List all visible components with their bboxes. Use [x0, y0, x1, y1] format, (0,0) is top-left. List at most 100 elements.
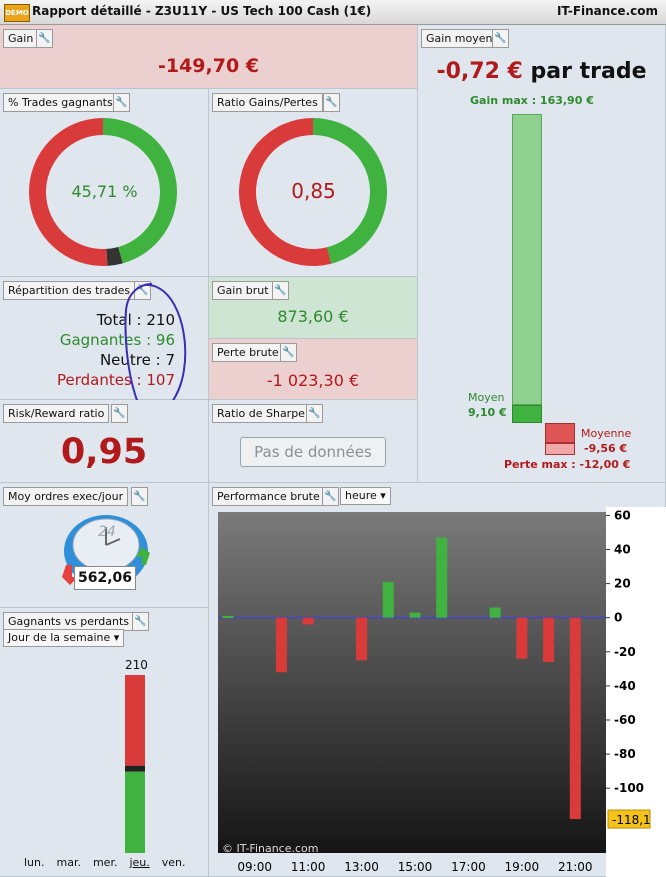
- trades-gagnants-panel: % Trades gagnants 🔧 45,71 %: [0, 89, 209, 277]
- perdantes-count: Perdantes : 107: [56, 371, 175, 389]
- performance-bar[interactable]: [275, 617, 287, 673]
- total-count: Total : 210: [96, 311, 175, 329]
- wrench-icon[interactable]: 🔧: [322, 487, 339, 506]
- timeframe-dropdown[interactable]: heure ▾: [340, 487, 391, 505]
- wrench-icon[interactable]: 🔧: [111, 404, 128, 423]
- gagnants-perdants-total: 210: [125, 658, 148, 672]
- ratio-gains-pertes-value: 0,85: [291, 179, 336, 203]
- timeframe-dropdown-label: heure: [345, 489, 377, 502]
- neutre-count: Neutre : 7: [99, 351, 175, 369]
- day-label[interactable]: mar.: [56, 856, 81, 869]
- donut-loss-segment: [28, 118, 108, 266]
- risk-reward-panel: Risk/Reward ratio 🔧 0,95: [0, 400, 209, 483]
- performance-bar[interactable]: [436, 537, 448, 618]
- trades-gagnants-donut: [28, 118, 177, 266]
- winners-bar: [125, 771, 145, 853]
- wrench-icon[interactable]: 🔧: [280, 343, 297, 362]
- donut-neutral-segment: [106, 246, 123, 266]
- window-titlebar: DEMO Rapport détaillé - Z3U11Y - US Tech…: [0, 0, 666, 25]
- day-label[interactable]: lun.: [24, 856, 45, 869]
- wrench-icon[interactable]: 🔧: [492, 29, 509, 48]
- performance-bar[interactable]: [222, 616, 234, 619]
- gain-brut-label: Gain brut: [212, 281, 274, 300]
- trades-gagnants-label: % Trades gagnants: [3, 93, 118, 112]
- gain-moyen-panel: Gain moyen 🔧 -0,72 € par trade Gain max …: [418, 25, 666, 483]
- y-tick-label: 20: [614, 577, 631, 591]
- trades-gagnants-value: 45,71 %: [71, 182, 138, 201]
- y-tick-label: 60: [614, 508, 631, 522]
- ordres-value: 562,06: [74, 566, 136, 590]
- y-tick-label: -20: [614, 645, 636, 659]
- ratio-gains-pertes-label: Ratio Gains/Pertes: [212, 93, 323, 112]
- risk-reward-value: 0,95: [60, 432, 148, 472]
- perte-max-label: Perte max : -12,00 €: [504, 458, 631, 471]
- wrench-icon[interactable]: 🔧: [113, 93, 130, 112]
- performance-bar[interactable]: [543, 617, 555, 663]
- moyenne-label: Moyenne: [581, 427, 632, 440]
- performance-bar[interactable]: [489, 607, 501, 618]
- repartition-panel: Répartition des trades 🔧 Total : 210 Gag…: [0, 277, 209, 418]
- wrench-icon[interactable]: 🔧: [132, 612, 149, 631]
- day-label-selected[interactable]: jeu.: [129, 856, 150, 869]
- ratio-gains-pertes-panel: Ratio Gains/Pertes 🔧 0,85: [209, 89, 418, 277]
- wrench-icon[interactable]: 🔧: [306, 404, 323, 423]
- gain-moyen-headline: -0,72 € par trade: [418, 59, 665, 84]
- gain-moyen-suffix: par trade: [530, 59, 647, 84]
- x-tick-label: 15:00: [398, 860, 433, 874]
- wrench-icon[interactable]: 🔧: [131, 487, 148, 506]
- moyen-value: 9,10 €: [468, 406, 507, 419]
- x-tick-label: 09:00: [237, 860, 272, 874]
- day-of-week-dropdown[interactable]: Jour de la semaine ▾: [3, 629, 125, 647]
- x-tick-label: 19:00: [505, 860, 540, 874]
- donut-win-segment: [103, 118, 177, 264]
- sharpe-label: Ratio de Sharpe: [212, 404, 310, 423]
- gain-moyen-value: -0,72 €: [436, 59, 523, 84]
- performance-chart: 60 40 20 0 -20 -40 -60 -80 -100 -118,1 09:00 11:00 1…: [218, 507, 666, 877]
- repartition-label: Répartition des trades: [3, 281, 136, 300]
- perte-max-bar: [545, 443, 575, 455]
- y-tick-label: -80: [614, 747, 636, 761]
- gain-value: -149,70 €: [157, 55, 260, 77]
- performance-bar[interactable]: [302, 617, 314, 625]
- chevron-down-icon: ▾: [380, 489, 386, 502]
- moyenne-value: -9,56 €: [584, 442, 628, 455]
- demo-badge: DEMO: [4, 4, 30, 22]
- gain-label: Gain: [3, 29, 39, 48]
- performance-bar[interactable]: [382, 581, 394, 618]
- perte-brute-label: Perte brute: [212, 343, 284, 362]
- wrench-icon[interactable]: 🔧: [323, 93, 340, 112]
- brand-label: IT-Finance.com: [556, 4, 658, 18]
- gain-brut-panel: Gain brut 🔧 873,60 €: [209, 277, 418, 339]
- performance-bar[interactable]: [356, 617, 368, 661]
- y-tick-label: -100: [614, 781, 644, 795]
- gain-moyen-label: Gain moyen: [421, 29, 498, 48]
- wrench-icon[interactable]: 🔧: [272, 281, 289, 300]
- y-tick-label: 40: [614, 543, 631, 557]
- last-value-badge: [607, 809, 651, 829]
- gagnants-perdants-label: Gagnants vs perdants: [3, 612, 135, 631]
- risk-reward-label: Risk/Reward ratio: [3, 404, 110, 423]
- gagnants-perdants-stack: [125, 675, 145, 853]
- gain-panel: Gain 🔧 -149,70 €: [0, 25, 418, 89]
- gain-brut-value: 873,60 €: [277, 307, 349, 326]
- ordres-label: Moy ordres exec/jour: [3, 487, 129, 506]
- clock-label: 24: [98, 524, 116, 540]
- y-tick-label: 0: [614, 611, 622, 625]
- gagnants-perdants-panel: Gagnants vs perdants 🔧 Jour de la semain…: [0, 608, 209, 877]
- chart-watermark: © IT-Finance.com: [222, 842, 319, 855]
- x-tick-label: 17:00: [451, 860, 486, 874]
- perte-moyenne-bar: [545, 423, 575, 443]
- no-data-button[interactable]: Pas de données: [240, 437, 386, 467]
- day-label[interactable]: mer.: [92, 856, 118, 869]
- performance-bar[interactable]: [516, 617, 528, 659]
- ordres-panel: Moy ordres exec/jour 🔧 24 562,06: [0, 483, 209, 608]
- x-tick-label: 21:00: [558, 860, 593, 874]
- wrench-icon[interactable]: 🔧: [36, 29, 53, 48]
- moyen-label: Moyen: [468, 391, 505, 404]
- gagnantes-count: Gagnantes : 96: [59, 331, 175, 349]
- performance-bar[interactable]: [409, 612, 421, 618]
- day-label[interactable]: ven.: [161, 856, 186, 869]
- repartition-list: Total : 210 Gagnantes : 96 Neutre : 7 Pe…: [0, 310, 175, 390]
- performance-bar[interactable]: [569, 617, 581, 820]
- day-axis: lun. mar. mer. jeu. ven.: [24, 856, 194, 869]
